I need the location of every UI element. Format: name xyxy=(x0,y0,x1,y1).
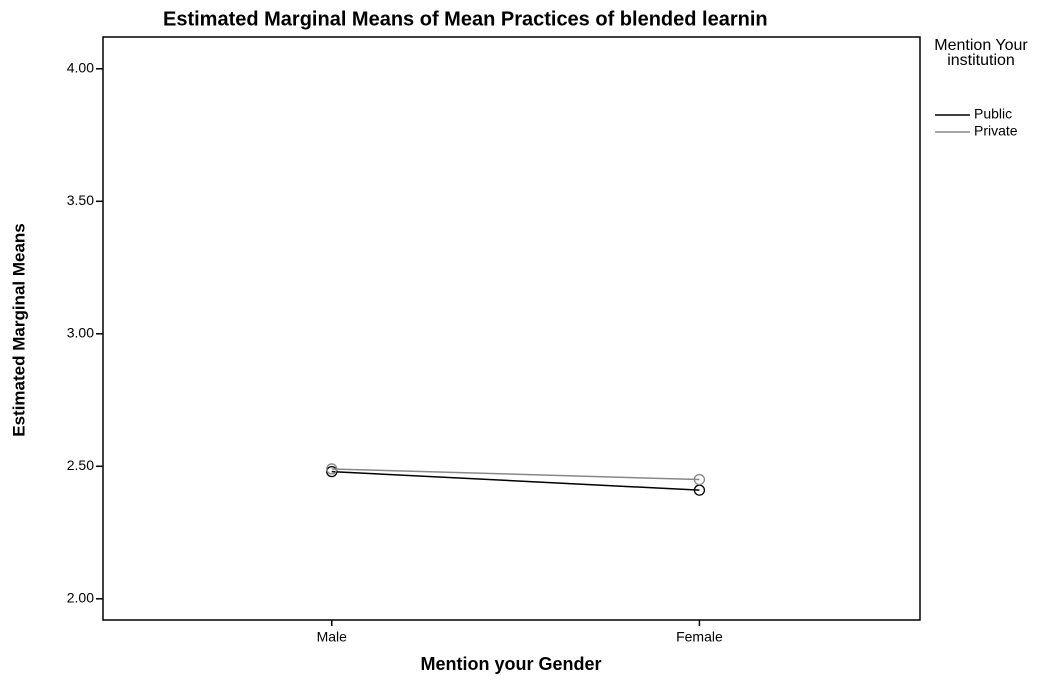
x-axis-label: Mention your Gender xyxy=(420,654,601,674)
point-marker xyxy=(693,473,706,486)
point-marker xyxy=(326,463,338,475)
series-line xyxy=(331,470,700,491)
y-tick-label: 2.00 xyxy=(67,590,94,606)
plot-frame xyxy=(102,36,921,621)
point-marker xyxy=(326,465,338,478)
legend-label: Private xyxy=(974,123,1018,139)
x-tick-label: Male xyxy=(317,629,348,645)
legend-title: Mention Your institution xyxy=(934,37,1028,69)
series-line xyxy=(331,468,700,481)
y-tick-label: 2.50 xyxy=(67,457,94,473)
x-tick-label: Female xyxy=(676,629,723,645)
y-tick-label: 3.50 xyxy=(67,192,94,208)
y-tick-label: 4.00 xyxy=(67,60,94,76)
chart-title: Estimated Marginal Means of Mean Practic… xyxy=(163,8,768,30)
y-tick-label: 3.00 xyxy=(67,325,94,341)
y-axis-label: Estimated Marginal Means xyxy=(9,223,28,437)
legend-label: Public xyxy=(974,106,1012,122)
